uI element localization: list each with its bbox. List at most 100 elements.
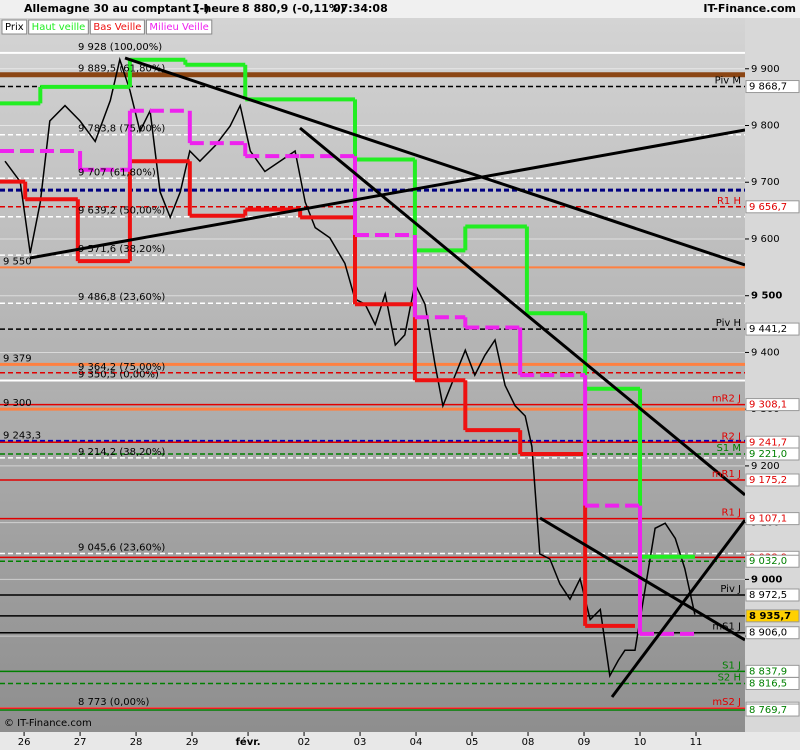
level-tag: R1 H: [717, 196, 741, 207]
level-label: 9 571,6 (38,20%): [78, 244, 165, 255]
x-tick-label: 02: [298, 737, 311, 748]
x-tick-label: 29: [186, 737, 199, 748]
y-tick-label: 9 400: [751, 347, 780, 358]
price-box-label: 8 769,7: [749, 705, 787, 716]
price-box: [745, 512, 800, 526]
price-box: [745, 447, 800, 461]
price-box: [745, 554, 800, 568]
level-label: 9 379: [3, 353, 32, 364]
site: IT-Finance.com: [703, 2, 796, 15]
price-box: [745, 80, 800, 94]
price-box: [745, 200, 800, 214]
x-tick-label: 03: [354, 737, 367, 748]
level-tag: mR2 J: [712, 394, 741, 405]
level-label: 9 243,3: [3, 430, 41, 441]
y-tick-label: 9 800: [751, 121, 780, 132]
price-box-label: 9 032,0: [749, 556, 787, 567]
trendline: [610, 519, 745, 698]
y-tick-label: 9 200: [751, 461, 780, 472]
level-label: 9 214,2 (38,20%): [78, 447, 165, 458]
price-box: [745, 473, 800, 487]
price-box-label: 8 837,9: [749, 666, 787, 677]
level-tag: R1 J: [722, 508, 741, 519]
price-box-label: 8 816,5: [749, 678, 787, 689]
legend-box: [145, 19, 213, 35]
level-label: 9 783,8 (75,00%): [78, 124, 165, 135]
x-tick-label: 26: [18, 737, 31, 748]
plot-area: [0, 18, 745, 732]
price-box: [745, 703, 800, 717]
level-label: 9 350,5 (0,00%): [78, 370, 159, 381]
level-tag: R2 J: [722, 431, 741, 442]
x-axis-bar: [0, 732, 800, 750]
price-box-label: 8 935,7: [749, 611, 791, 622]
x-tick-label: 05: [466, 737, 479, 748]
level-tag: S2 H: [718, 672, 741, 683]
level-label: 9 364,2 (75,00%): [78, 362, 165, 373]
level-tag: S1 J: [722, 660, 741, 671]
x-tick-label: 11: [690, 737, 703, 748]
time: 07:34:08: [333, 2, 388, 15]
y-tick-label: 9 900: [751, 64, 780, 75]
price-box: [745, 609, 800, 623]
level-label: 9 707 (61,80%): [78, 167, 156, 178]
level-tag: Piv H: [716, 318, 741, 329]
price-box-label: 9 241,7: [749, 437, 787, 448]
price-box-label: 9 868,7: [749, 82, 787, 93]
legend-box: [28, 19, 89, 35]
trendlines: [29, 56, 745, 698]
trendline: [124, 56, 745, 267]
legend-box: [1, 19, 28, 35]
price-box-label: 9 221,0: [749, 449, 787, 460]
level-tag: S1 M: [716, 443, 741, 454]
footer: © IT-Finance.com: [4, 718, 92, 729]
y-tick-label: 9 500: [751, 291, 782, 302]
x-tick-label: 08: [522, 737, 535, 748]
level-tag: Piv J: [720, 584, 741, 595]
level-tag: Piv M: [715, 76, 741, 87]
level-tag: mR1 J: [712, 469, 741, 480]
level-label: 9 300: [3, 398, 32, 409]
x-tick-label: 09: [578, 737, 591, 748]
y-tick-label: 9 600: [751, 234, 780, 245]
x-tick-label: 04: [410, 737, 423, 748]
price: 8 880,9 (-0,11%): [242, 2, 345, 15]
trendline: [539, 516, 745, 642]
level-tag: mS1 J: [712, 622, 741, 633]
trendline: [299, 126, 745, 497]
level-label: 8 773 (0,00%): [78, 697, 149, 708]
level-tag: mS2 J: [712, 697, 741, 708]
level-label: 9 045,6 (23,60%): [78, 543, 165, 554]
price-box-label: 9 308,1: [749, 400, 787, 411]
level-label: 9 550: [3, 256, 32, 267]
level-label: 9 486,8 (23,60%): [78, 292, 165, 303]
x-tick-label: févr.: [236, 736, 261, 748]
x-tick-label: 10: [634, 737, 647, 748]
price-box-label: 9 107,1: [749, 514, 787, 525]
level-label: 9 928 (100,00%): [78, 42, 162, 53]
period: 1 heure: [192, 2, 240, 15]
price-box: [745, 398, 800, 412]
price-box: [745, 322, 800, 336]
price-line: [4, 56, 696, 679]
price-box: [745, 676, 800, 690]
title: Allemagne 30 au comptant (-): [24, 2, 209, 15]
price-box: [745, 588, 800, 602]
level-label: 9 889,5 (61,80%): [78, 64, 165, 75]
legend-entry: Milieu Veille: [149, 22, 208, 33]
header-bar: [0, 0, 800, 18]
x-tick-label: 28: [130, 737, 143, 748]
plot: [0, 51, 745, 711]
legend-entry: Bas Veille: [93, 22, 141, 33]
price-box-label: 9 175,2: [749, 475, 787, 486]
y-tick-label: 9 000: [751, 574, 782, 585]
price-box-label: 8 906,0: [749, 628, 787, 639]
legend-entry: Prix: [5, 22, 24, 33]
trendline: [29, 128, 745, 260]
price-box-label: 9 441,2: [749, 324, 787, 335]
y-tick-label: 9 700: [751, 177, 780, 188]
legend-box: [89, 19, 145, 35]
